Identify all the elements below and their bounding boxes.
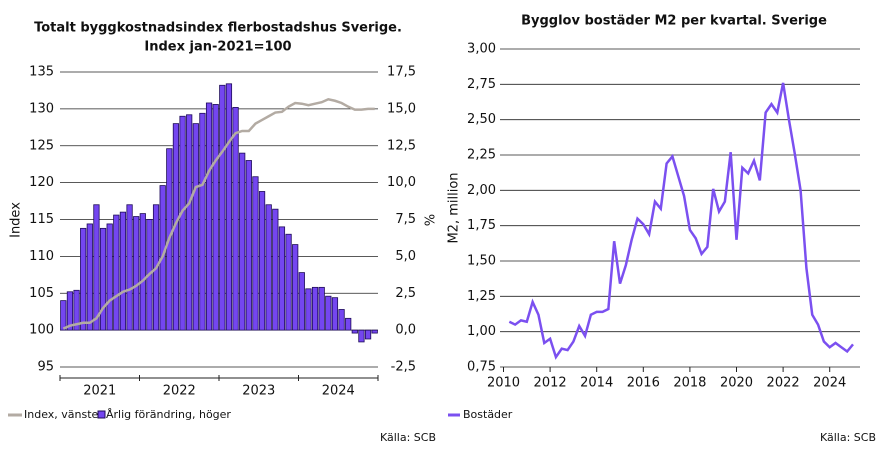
y2-tick-label: 12,5 [387, 138, 416, 153]
bar [99, 227, 107, 331]
y-tick-label: 3,00 [467, 42, 496, 57]
bar [298, 272, 305, 331]
chart-title: Bygglov bostäder M2 per kvartal. Sverige [521, 14, 827, 29]
y-tick-label: 1,50 [467, 254, 496, 269]
x-tick-label: 2022 [163, 384, 196, 399]
y2-tick-label: 2,5 [395, 286, 416, 301]
bar [60, 300, 67, 331]
y-tick-label: 1,25 [467, 289, 496, 304]
bar [205, 102, 213, 331]
y2-tick-label: 10,0 [387, 175, 416, 190]
y-tick-label: 115 [29, 212, 54, 227]
x-tick-label: 2010 [487, 376, 520, 391]
y2-tick-label: 0,0 [395, 323, 416, 338]
bar [66, 291, 74, 331]
source: Källa: SCB [380, 431, 436, 444]
y-axis-label: M2, million [447, 172, 462, 243]
y-tick-label: 2,50 [467, 112, 496, 127]
bar [331, 297, 339, 331]
bar [232, 107, 239, 331]
bar [80, 227, 87, 331]
bar [325, 295, 332, 331]
bar [119, 211, 127, 331]
y2-tick-label: 17,5 [387, 65, 416, 80]
legend-swatch [97, 410, 106, 419]
x-tick-label: 2024 [813, 376, 846, 391]
bar [265, 204, 272, 331]
bar [86, 223, 93, 331]
bar [239, 152, 246, 331]
y2-tick-label: 5,0 [395, 249, 416, 264]
x-tick-label: 2022 [767, 376, 800, 391]
bar [113, 214, 120, 331]
x-tick-label: 2023 [242, 384, 275, 399]
bar [305, 288, 312, 331]
y2-tick-label: 15,0 [387, 101, 416, 116]
x-tick-label: 2014 [580, 376, 613, 391]
legend-label: Bostäder [463, 408, 513, 421]
x-tick-label: 2020 [720, 376, 753, 391]
bar [212, 104, 219, 331]
series-line [508, 82, 854, 360]
bar [93, 204, 100, 331]
y2-axis-label: % [421, 214, 436, 226]
bar [252, 176, 259, 331]
y-tick-label: 120 [29, 175, 54, 190]
bar [311, 286, 319, 331]
x-tick-label: 2012 [534, 376, 567, 391]
bar [285, 233, 292, 331]
bar [139, 213, 146, 331]
chart-subtitle: Index jan-2021=100 [144, 40, 291, 55]
y-tick-label: 2,75 [467, 77, 496, 92]
y-tick-label: 110 [29, 249, 54, 264]
y-tick-label: 130 [29, 101, 54, 116]
bar [199, 112, 206, 331]
source: Källa: SCB [820, 431, 876, 444]
bar [292, 244, 299, 331]
y-tick-label: 105 [29, 286, 54, 301]
legend-label: Årlig förändring, höger [106, 408, 231, 421]
y-tick-label: 95 [37, 360, 54, 375]
y-tick-label: 1,75 [467, 218, 496, 233]
bar [106, 223, 113, 331]
bar [186, 114, 193, 331]
y-tick-label: 100 [29, 323, 54, 338]
bar [245, 160, 252, 331]
chart-title: Totalt byggkostnadsindex flerbostadshus … [34, 21, 402, 36]
bar [278, 226, 286, 331]
bar [258, 191, 266, 331]
bar [219, 84, 226, 331]
y-tick-label: 135 [29, 65, 54, 80]
bar [272, 208, 279, 331]
y-tick-label: 0,75 [467, 360, 496, 375]
bar [192, 123, 199, 331]
y-tick-label: 1,00 [467, 324, 496, 339]
x-tick-label: 2016 [627, 376, 660, 391]
bar [351, 329, 358, 334]
bar [358, 329, 365, 343]
bar [338, 309, 345, 331]
index-line [62, 97, 375, 330]
x-tick-label: 2018 [673, 376, 706, 391]
y2-tick-label: -2,5 [391, 360, 416, 375]
bar [133, 216, 140, 331]
bar [345, 317, 352, 331]
bar [364, 329, 372, 340]
bar [371, 329, 378, 334]
y-tick-label: 2,25 [467, 148, 496, 163]
legend-label: Index, vänster [24, 408, 103, 421]
bar [179, 115, 186, 331]
x-tick-label: 2024 [322, 384, 355, 399]
bar [318, 286, 325, 331]
bar [225, 83, 233, 331]
y-tick-label: 2,00 [467, 183, 496, 198]
bar [126, 204, 133, 331]
y-axis-label: Index [9, 202, 24, 238]
x-tick-label: 2021 [83, 384, 116, 399]
y2-tick-label: 7,5 [395, 212, 416, 227]
y-tick-label: 125 [29, 138, 54, 153]
bar [73, 289, 80, 331]
